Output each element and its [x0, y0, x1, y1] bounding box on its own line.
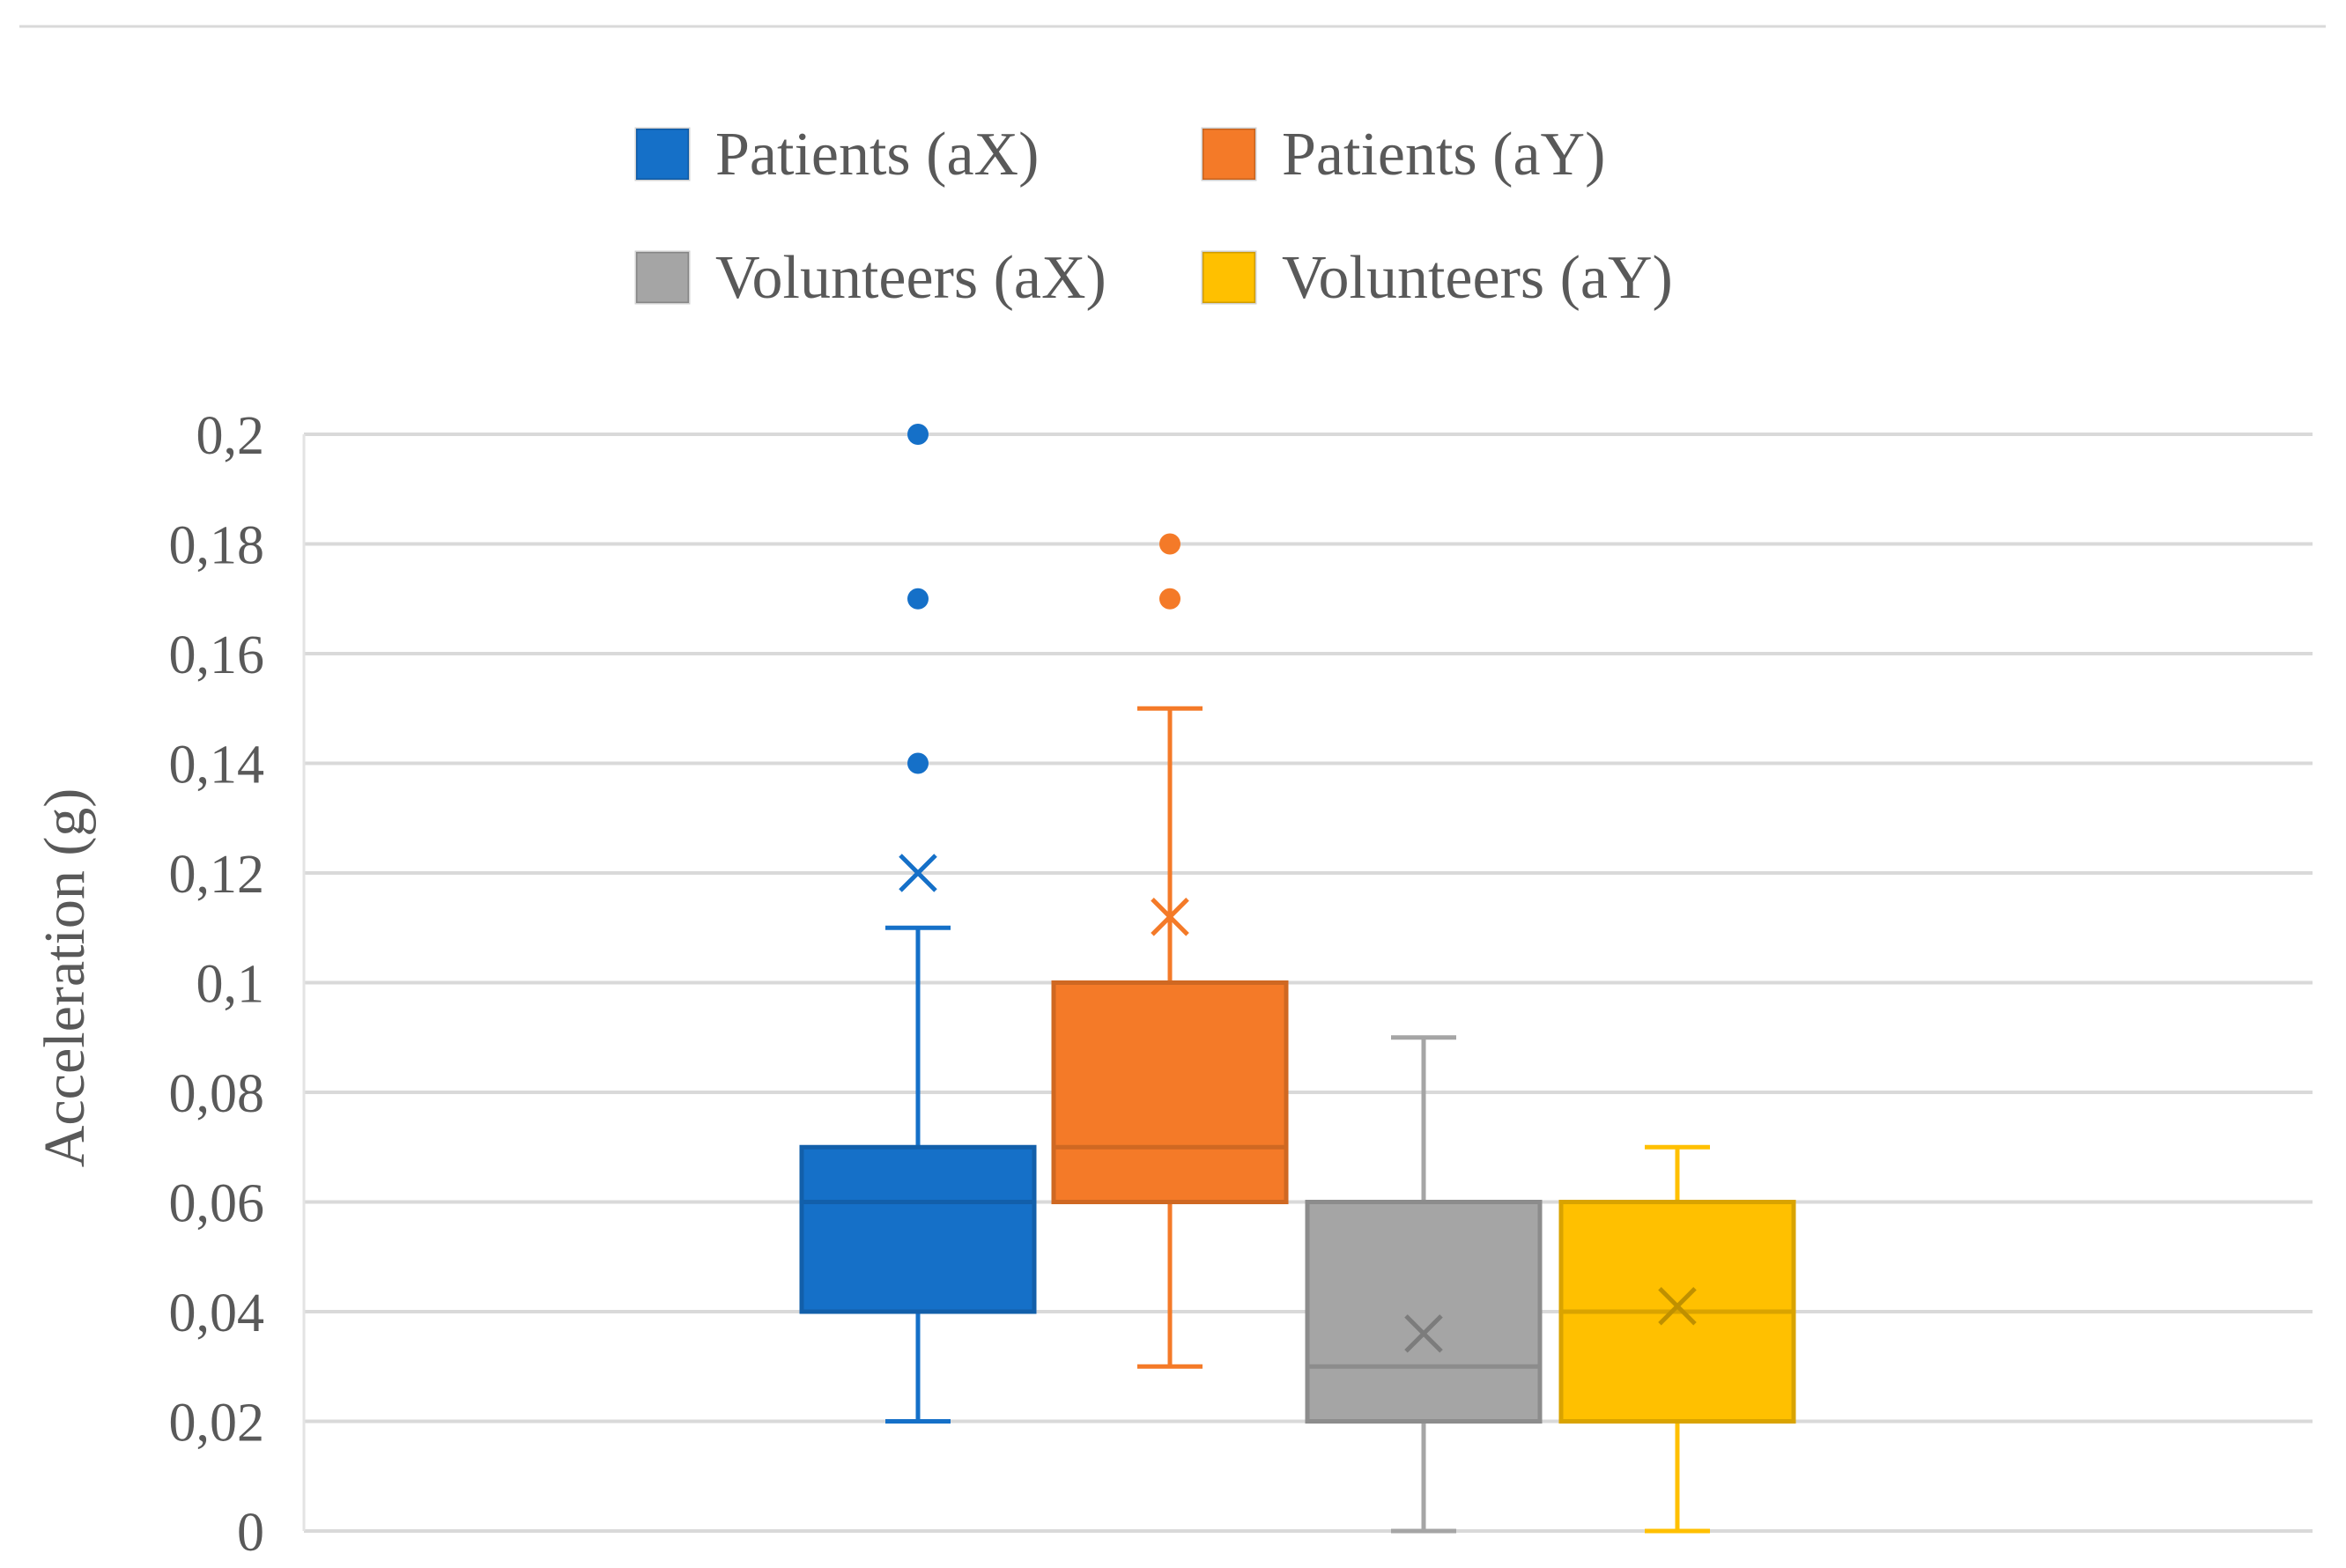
legend-swatch [634, 127, 691, 181]
box-series [799, 424, 1796, 1534]
outlier-point [907, 588, 929, 610]
legend-label: Patients (aX) [715, 121, 1039, 189]
outlier-point [907, 424, 929, 445]
y-tick-label: 0,12 [169, 845, 265, 905]
y-tick-label: 0,04 [169, 1283, 265, 1343]
outlier-point [907, 752, 929, 774]
box-volunteers-ax [1305, 1035, 1543, 1534]
legend: Patients (aX) Patients (aY) Volunteers (aX… [634, 121, 1673, 312]
box-iqr [799, 1144, 1037, 1314]
mean-marker [1658, 1287, 1697, 1326]
y-tick-label: 0,02 [169, 1394, 265, 1453]
outlier-point [1159, 588, 1180, 610]
mean-marker-stroke [1404, 1314, 1443, 1353]
y-axis-label: Acceleration (g) [33, 788, 97, 1168]
legend-label: Volunteers (aY) [1282, 244, 1673, 312]
y-tick-label: 0,18 [169, 516, 265, 576]
legend-swatch [1201, 250, 1257, 305]
legend-label: Volunteers (aX) [715, 244, 1106, 312]
mean-marker [899, 854, 937, 892]
box-iqr [1051, 980, 1289, 1204]
outlier-point [1159, 533, 1180, 555]
mean-marker-stroke [899, 854, 937, 892]
mean-marker-stroke [1658, 1287, 1697, 1326]
y-tick-label: 0,08 [169, 1064, 265, 1124]
legend-swatch [1201, 127, 1257, 181]
box-iqr [1305, 1200, 1543, 1424]
box-patients-ay [1051, 533, 1289, 1369]
box-patients-ax [799, 424, 1037, 1424]
mean-marker [1404, 1314, 1443, 1353]
box-volunteers-ay [1558, 1144, 1796, 1534]
mean-marker-stroke [1151, 898, 1189, 936]
y-tick-label: 0 [237, 1503, 264, 1563]
y-tick-label: 0,2 [196, 406, 265, 466]
legend-label: Patients (aY) [1282, 121, 1605, 189]
y-tick-label: 0,1 [196, 955, 265, 1015]
legend-swatch [634, 250, 691, 305]
y-tick-label: 0,16 [169, 625, 265, 685]
y-tick-label: 0,06 [169, 1174, 265, 1234]
y-tick-label: 0,14 [169, 736, 265, 795]
y-axis-ticks: 0 0,02 0,04 0,06 0,08 0,1 0,12 0,14 0,16 0,18 0,2 [169, 406, 265, 1563]
mean-marker [1151, 898, 1189, 936]
